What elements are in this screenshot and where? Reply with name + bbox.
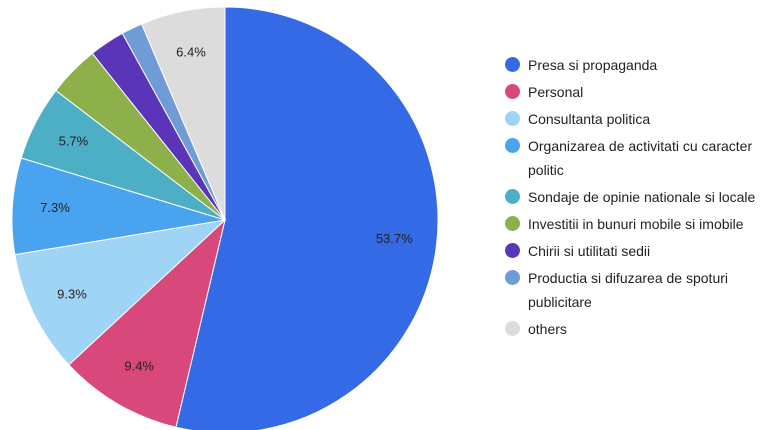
legend-label: Productia si difuzarea de spoturi public… xyxy=(528,270,728,310)
legend-swatch xyxy=(505,243,520,258)
legend: Presa si propaganda Personal Consultanta p… xyxy=(505,53,782,344)
legend-swatch xyxy=(505,270,520,285)
legend-item: Investitii in bunuri mobile si imobile xyxy=(505,212,782,236)
legend-swatch xyxy=(505,189,520,204)
legend-label: Sondaje de opinie nationale si locale xyxy=(528,189,756,205)
legend-item: Organizarea de activitati cu caracter po… xyxy=(505,134,782,182)
legend-label: Personal xyxy=(528,84,584,100)
legend-swatch xyxy=(505,138,520,153)
legend-item: Presa si propaganda xyxy=(505,53,782,77)
legend-swatch xyxy=(505,321,520,336)
pie-slice xyxy=(11,157,226,256)
pie-slice xyxy=(140,6,226,221)
legend-label: others xyxy=(528,321,567,337)
legend-item: Sondaje de opinie nationale si locale xyxy=(505,185,782,209)
legend-item: Chirii si utilitati sedii xyxy=(505,239,782,263)
legend-swatch xyxy=(505,111,520,126)
slice-label: 9.3% xyxy=(57,286,87,301)
legend-swatch xyxy=(505,57,520,72)
legend-item: Productia si difuzarea de spoturi public… xyxy=(505,266,782,314)
legend-swatch xyxy=(505,216,520,231)
slice-label: 6.4% xyxy=(176,44,206,59)
legend-item: Personal xyxy=(505,80,782,104)
slice-label: 7.3% xyxy=(40,200,70,215)
legend-label: Chirii si utilitati sedii xyxy=(528,243,651,259)
legend-swatch xyxy=(505,84,520,99)
pie-slice xyxy=(14,219,227,366)
slice-label: 9.4% xyxy=(124,359,154,374)
legend-label: Consultanta politica xyxy=(528,111,651,127)
slice-label: 5.7% xyxy=(59,134,89,149)
legend-label: Organizarea de activitati cu caracter po… xyxy=(528,138,753,178)
legend-item: Consultanta politica xyxy=(505,107,782,131)
pie-slice xyxy=(175,6,439,430)
legend-label: Investitii in bunuri mobile si imobile xyxy=(528,216,744,232)
slice-label: 53.7% xyxy=(376,231,413,246)
pie-area: 53.7% 9.4% 9.3% 7.3% 5.7% 6.4% xyxy=(11,6,439,430)
legend-item: others xyxy=(505,317,782,341)
legend-label: Presa si propaganda xyxy=(528,57,658,73)
pie-slice xyxy=(68,218,226,428)
